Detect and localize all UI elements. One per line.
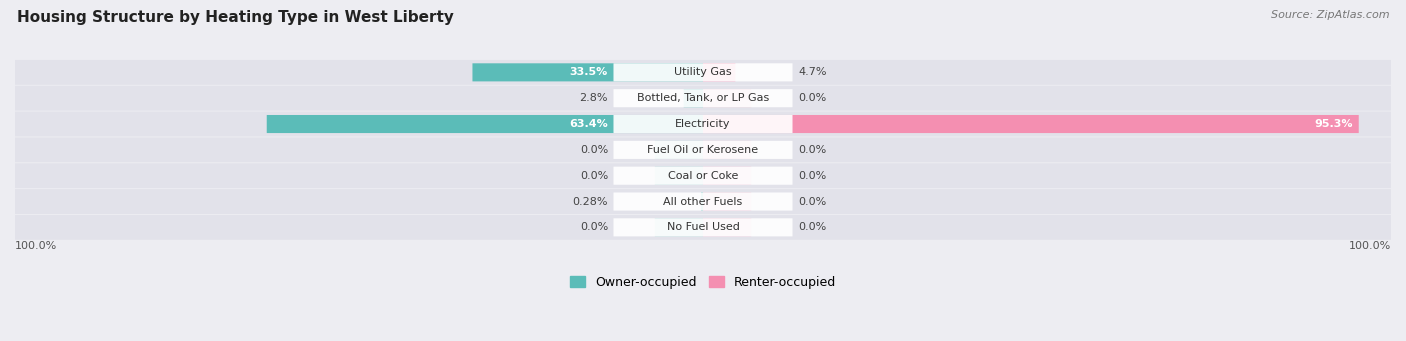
FancyBboxPatch shape	[15, 137, 1391, 162]
Text: Source: ZipAtlas.com: Source: ZipAtlas.com	[1271, 10, 1389, 20]
Legend: Owner-occupied, Renter-occupied: Owner-occupied, Renter-occupied	[569, 276, 837, 289]
Text: 0.0%: 0.0%	[799, 145, 827, 155]
FancyBboxPatch shape	[15, 112, 1391, 136]
Text: 0.28%: 0.28%	[572, 196, 607, 207]
FancyBboxPatch shape	[267, 115, 703, 133]
Text: 0.0%: 0.0%	[579, 171, 607, 181]
FancyBboxPatch shape	[702, 192, 703, 211]
Text: All other Fuels: All other Fuels	[664, 196, 742, 207]
Text: 0.0%: 0.0%	[799, 171, 827, 181]
FancyBboxPatch shape	[655, 141, 703, 159]
Text: Housing Structure by Heating Type in West Liberty: Housing Structure by Heating Type in Wes…	[17, 10, 454, 25]
FancyBboxPatch shape	[15, 60, 1391, 85]
Text: 4.7%: 4.7%	[799, 68, 827, 77]
Text: Coal or Coke: Coal or Coke	[668, 171, 738, 181]
FancyBboxPatch shape	[683, 89, 703, 107]
FancyBboxPatch shape	[613, 192, 793, 211]
Text: Bottled, Tank, or LP Gas: Bottled, Tank, or LP Gas	[637, 93, 769, 103]
Text: 63.4%: 63.4%	[569, 119, 607, 129]
FancyBboxPatch shape	[613, 115, 793, 133]
FancyBboxPatch shape	[613, 89, 793, 107]
Text: 33.5%: 33.5%	[569, 68, 607, 77]
Text: 2.8%: 2.8%	[579, 93, 607, 103]
Text: Fuel Oil or Kerosene: Fuel Oil or Kerosene	[647, 145, 759, 155]
FancyBboxPatch shape	[703, 115, 1358, 133]
FancyBboxPatch shape	[15, 189, 1391, 214]
FancyBboxPatch shape	[613, 63, 793, 81]
FancyBboxPatch shape	[655, 218, 703, 236]
FancyBboxPatch shape	[703, 218, 751, 236]
Text: 0.0%: 0.0%	[579, 222, 607, 232]
Text: 0.0%: 0.0%	[579, 145, 607, 155]
Text: 0.0%: 0.0%	[799, 196, 827, 207]
Text: 100.0%: 100.0%	[1348, 241, 1391, 251]
FancyBboxPatch shape	[15, 86, 1391, 110]
Text: 100.0%: 100.0%	[15, 241, 58, 251]
FancyBboxPatch shape	[613, 167, 793, 185]
FancyBboxPatch shape	[703, 192, 751, 211]
Text: Electricity: Electricity	[675, 119, 731, 129]
FancyBboxPatch shape	[15, 163, 1391, 188]
FancyBboxPatch shape	[703, 63, 735, 81]
FancyBboxPatch shape	[613, 218, 793, 236]
FancyBboxPatch shape	[703, 167, 751, 185]
FancyBboxPatch shape	[472, 63, 703, 81]
FancyBboxPatch shape	[703, 89, 751, 107]
FancyBboxPatch shape	[15, 215, 1391, 240]
Text: 0.0%: 0.0%	[799, 93, 827, 103]
Text: 95.3%: 95.3%	[1315, 119, 1353, 129]
FancyBboxPatch shape	[613, 141, 793, 159]
Text: 0.0%: 0.0%	[799, 222, 827, 232]
FancyBboxPatch shape	[703, 141, 751, 159]
Text: Utility Gas: Utility Gas	[675, 68, 731, 77]
FancyBboxPatch shape	[655, 167, 703, 185]
Text: No Fuel Used: No Fuel Used	[666, 222, 740, 232]
